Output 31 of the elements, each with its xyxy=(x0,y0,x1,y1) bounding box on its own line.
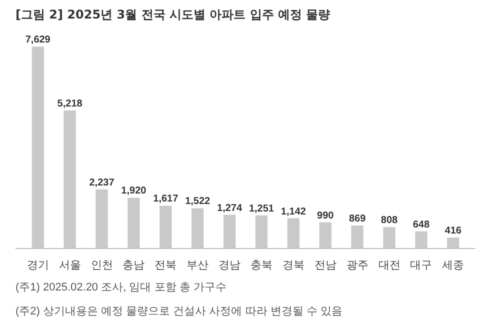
x-tick-label: 경북 xyxy=(282,260,304,272)
data-label: 648 xyxy=(412,219,430,230)
data-label: 808 xyxy=(380,215,398,226)
data-label: 1,920 xyxy=(121,186,147,197)
data-label: 1,142 xyxy=(280,206,306,218)
data-label: 1,251 xyxy=(248,203,274,214)
x-tick-label: 전북 xyxy=(154,260,177,272)
x-tick-label: 인천 xyxy=(90,260,113,272)
data-label: 990 xyxy=(317,210,334,222)
data-label: 416 xyxy=(444,225,462,236)
data-label: 7,629 xyxy=(25,34,51,46)
x-tick-label: 경기 xyxy=(26,260,49,272)
chart-title: [그림 2] 2025년 3월 전국 시도별 아파트 입주 예정 물량 xyxy=(16,8,330,22)
data-label: 1,522 xyxy=(185,196,211,208)
x-tick-label: 대구 xyxy=(410,260,432,272)
data-label: 5,218 xyxy=(57,98,83,110)
x-tick-label: 충남 xyxy=(122,260,145,272)
text: (주2) 상기내용은 예정 물량으로 건설사 사정에 따라 변경될 수 있음 xyxy=(16,306,342,318)
data-label: 1,274 xyxy=(217,202,242,214)
data-label: 2,237 xyxy=(89,177,115,188)
x-tick-label: 서울 xyxy=(58,260,81,272)
x-tick-label: 전남 xyxy=(314,260,336,272)
x-tick-label: 경남 xyxy=(218,260,241,272)
data-label: 869 xyxy=(348,214,366,225)
x-tick-label: 충북 xyxy=(250,260,272,272)
data-label: 1,617 xyxy=(153,194,179,205)
x-tick-label: 대전 xyxy=(378,260,400,272)
x-tick-label: 광주 xyxy=(346,260,368,272)
x-tick-label: 세종 xyxy=(442,260,464,272)
text: (주1) 2025.02.20 조사, 임대 포함 총 가구수 xyxy=(16,282,226,294)
x-tick-label: 부산 xyxy=(186,260,209,272)
